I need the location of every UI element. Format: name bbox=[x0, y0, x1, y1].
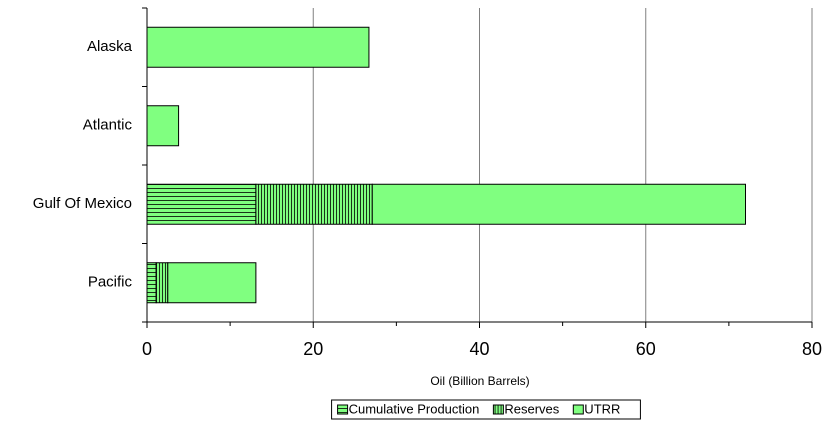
bar-segment bbox=[146, 183, 257, 225]
legend-label: Reserves bbox=[504, 401, 559, 416]
x-tick-label: 80 bbox=[802, 339, 822, 359]
legend-swatch bbox=[492, 404, 504, 415]
x-tick-label: 0 bbox=[142, 339, 152, 359]
y-tick-label: Pacific bbox=[88, 274, 133, 291]
bar-segment bbox=[255, 183, 373, 225]
x-tick-label: 20 bbox=[303, 339, 323, 359]
y-tick-label: Atlantic bbox=[83, 117, 133, 134]
bar-segment bbox=[371, 183, 746, 225]
legend-box bbox=[331, 399, 641, 420]
legend-swatch bbox=[572, 404, 584, 415]
bar-segment bbox=[146, 105, 180, 147]
x-axis-label: Oil (Billion Barrels) bbox=[430, 374, 529, 388]
legend-swatch bbox=[337, 404, 349, 415]
y-tick-label: Alaska bbox=[87, 38, 133, 55]
bar-segment bbox=[155, 262, 169, 304]
bar-segment bbox=[146, 26, 370, 68]
y-tick-label: Gulf Of Mexico bbox=[33, 195, 132, 212]
legend-label: UTRR bbox=[584, 401, 620, 416]
bar-segment bbox=[146, 262, 157, 304]
x-tick-label: 40 bbox=[469, 339, 489, 359]
legend: Cumulative Production Reserves UTRR bbox=[331, 399, 641, 420]
x-tick-label: 60 bbox=[636, 339, 656, 359]
bar-segment bbox=[167, 262, 257, 304]
legend-label: Cumulative Production bbox=[349, 401, 480, 416]
